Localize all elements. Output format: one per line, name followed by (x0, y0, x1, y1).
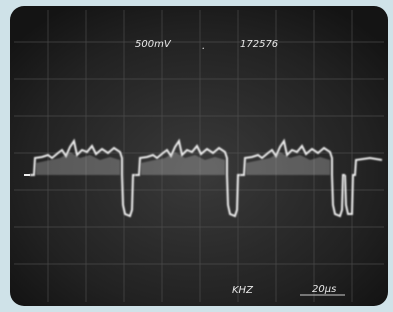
counter: 172576 (240, 39, 278, 50)
volts-per-div: 500mV (135, 39, 172, 50)
page: 500mV . 172576 KHZ 20µs (() => { const d… (0, 0, 393, 312)
time-per-div: 20µs (312, 284, 336, 295)
separator: . (202, 41, 205, 52)
frequency-unit: KHZ (232, 285, 254, 296)
oscilloscope-photo: 500mV . 172576 KHZ 20µs (0, 0, 393, 312)
